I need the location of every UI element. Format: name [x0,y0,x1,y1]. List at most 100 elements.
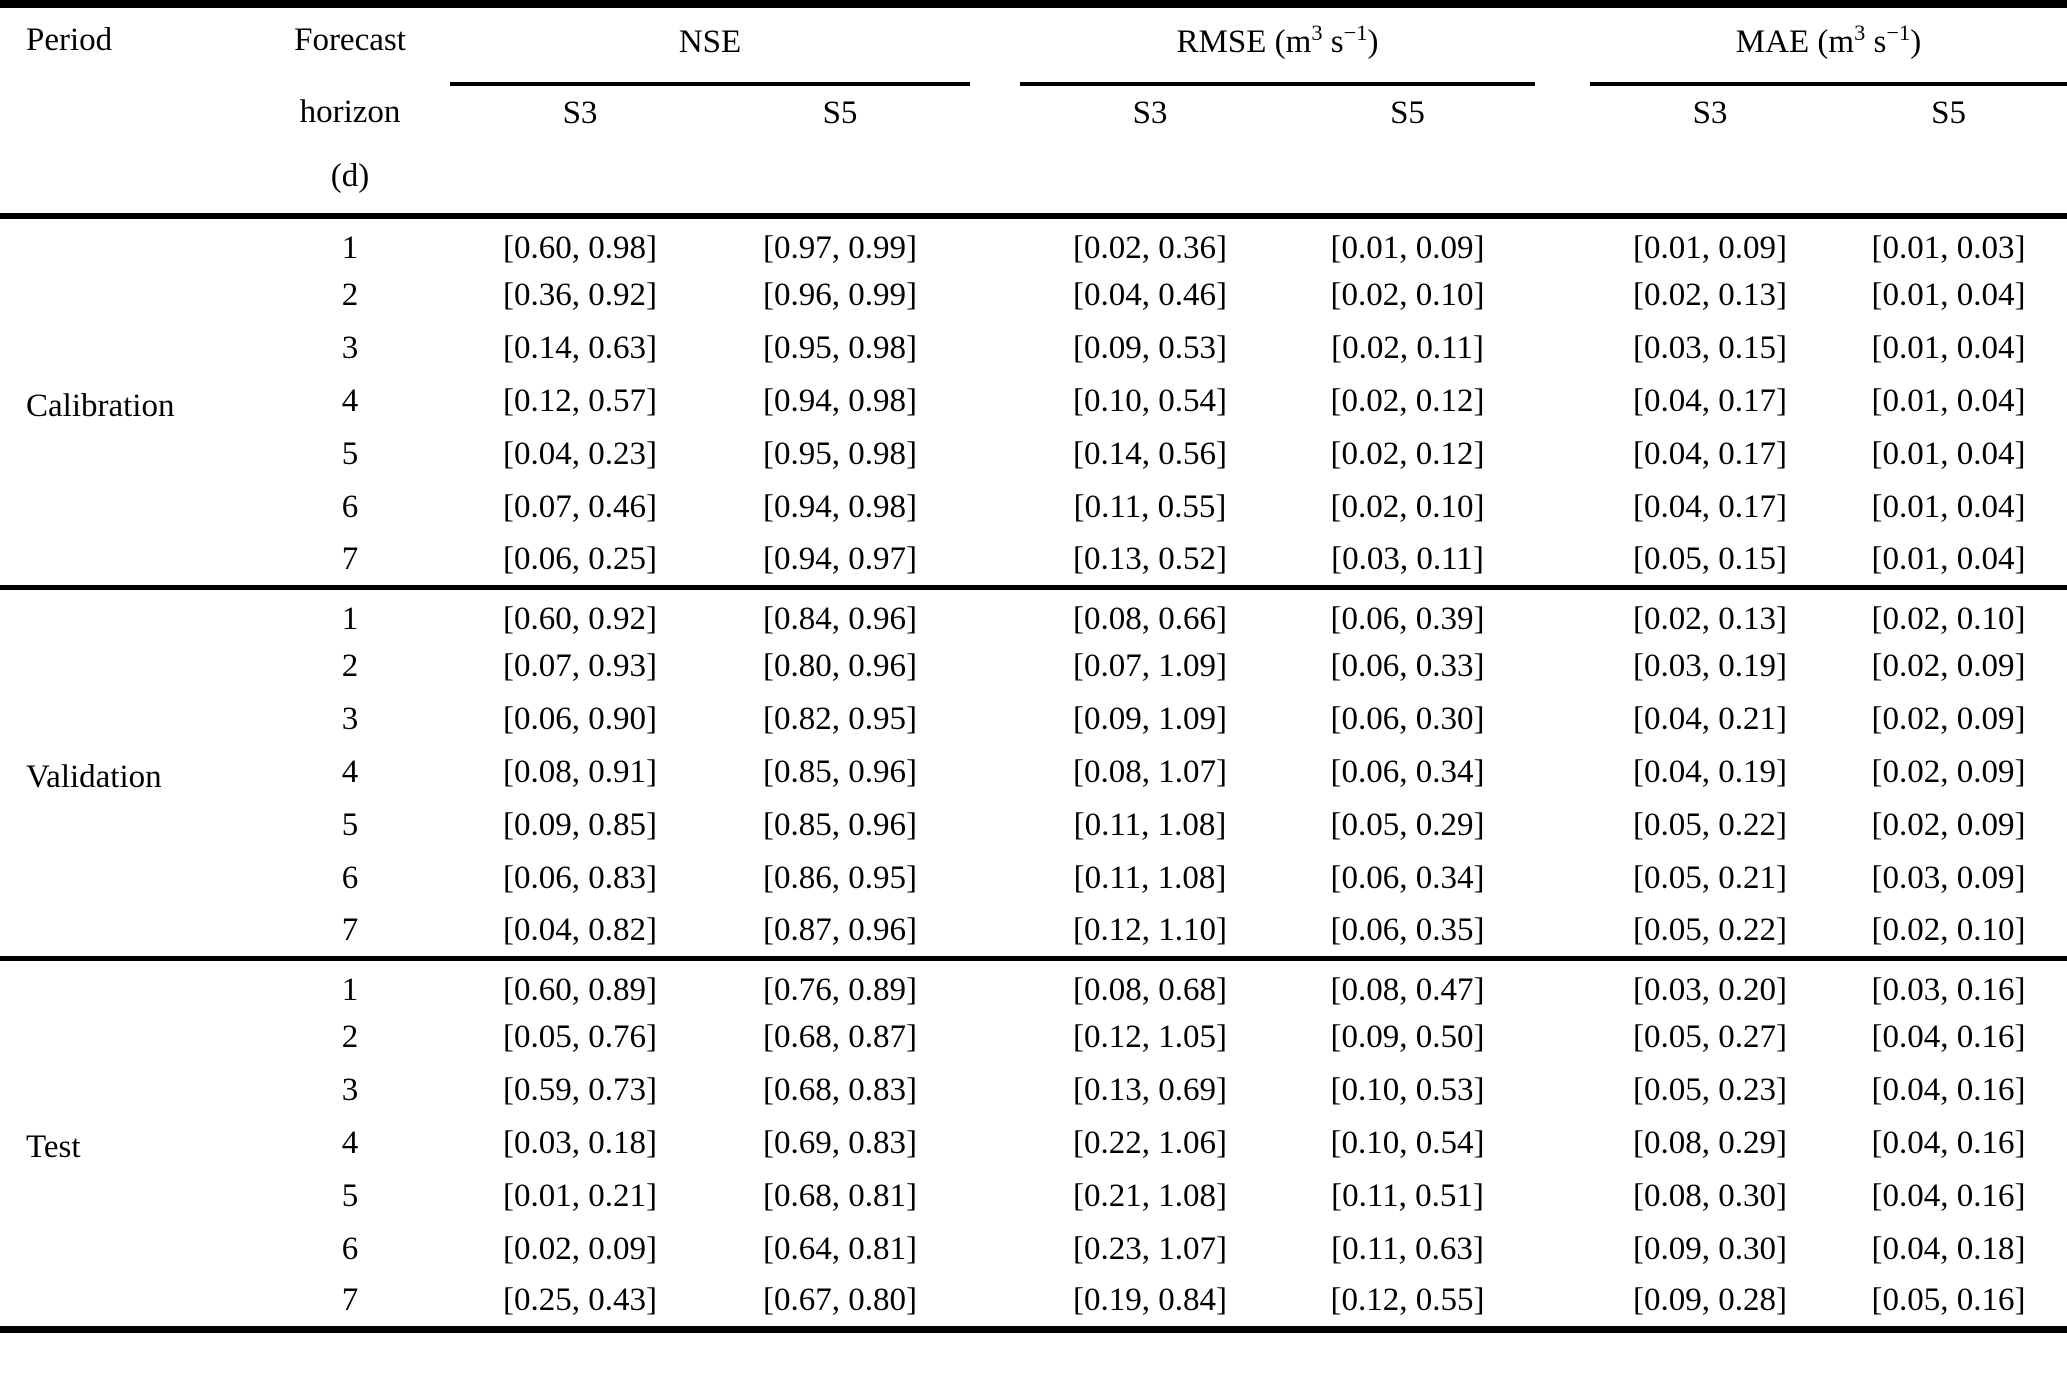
gap-cell [970,481,1020,534]
mae-s3-cell: [0.05, 0.22] [1633,911,1787,948]
mae-s5-cell: [0.02, 0.10] [1871,600,2026,637]
data-row: Calibration 1 [0.60, 0.98] [0.97, 0.99] [0.0… [0,216,2067,424]
nse-s3-cell: [0.04, 0.23] [503,436,657,472]
rmse-s5-cell: [0.05, 0.29] [1330,807,1485,843]
mae-s5-cell: [0.02, 0.09] [1871,754,2026,790]
nse-s3-cell: [0.12, 0.57] [503,383,657,419]
data-row: 3 [0.14, 0.63] [0.95, 0.98] [0.09, 0.53] [0.… [0,322,2067,375]
nse-s3-cell: [0.07, 0.46] [503,489,657,525]
nse-s5-cell: [0.96, 0.99] [763,277,917,313]
gap-cell [970,1064,1020,1117]
horizon-cell: 1 [341,230,359,266]
horizon-cell: 4 [341,754,359,790]
mae-s3-cell: [0.04, 0.17] [1633,489,1787,525]
rmse-s3-cell: [0.04, 0.46] [1073,277,1227,313]
gap-cell [1535,958,1590,1011]
rmse-s5-cell: [0.06, 0.34] [1330,754,1485,790]
mae-s3-cell: [0.04, 0.21] [1633,701,1787,737]
subheader-nse-s5: S5 [822,94,858,131]
horizon-cell: 7 [341,1282,359,1319]
gap-cell [1535,481,1590,534]
rmse-s3-cell: [0.12, 1.05] [1073,1019,1227,1055]
mae-s3-cell: [0.09, 0.30] [1633,1231,1787,1267]
nse-s3-cell: [0.60, 0.98] [503,230,657,266]
horizon-cell: 2 [341,277,359,313]
rmse-s3-cell: [0.07, 1.09] [1073,648,1227,684]
gap-cell [970,1011,1020,1064]
rmse-s3-cell: [0.09, 0.53] [1073,330,1227,366]
mae-s3-cell: [0.09, 0.28] [1633,1282,1787,1319]
group-name-nse: NSE [678,24,742,60]
gap-cell [1535,322,1590,375]
gap-cell [1535,640,1590,693]
rmse-s3-cell: [0.10, 0.54] [1073,383,1227,419]
gap-cell [1535,587,1590,640]
rmse-s3-cell: [0.11, 0.55] [1073,489,1227,525]
nse-s5-cell: [0.94, 0.98] [763,489,917,525]
rmse-s3-cell: [0.02, 0.36] [1073,230,1227,266]
mae-s5-cell: [0.01, 0.04] [1871,436,2026,472]
horizon-cell: 3 [341,1072,359,1108]
data-row: 4 [0.03, 0.18] [0.69, 0.83] [0.22, 1.06] [0.… [0,1117,2067,1170]
group-name-rmse: RMSE [1176,24,1267,60]
gap-cell [1535,534,1590,587]
horizon-cell: 5 [341,1178,359,1214]
rmse-s5-cell: [0.09, 0.50] [1330,1019,1485,1055]
gap-cell [970,958,1020,1011]
rmse-s5-cell: [0.02, 0.11] [1331,330,1484,366]
rmse-s3-cell: [0.22, 1.06] [1073,1125,1227,1161]
horizon-cell: 4 [341,1125,359,1161]
forecast-column-header-line3: (d) [330,158,370,194]
mae-s3-cell: [0.04, 0.19] [1633,754,1787,790]
mae-s5-cell: [0.04, 0.16] [1871,1125,2026,1161]
data-row: 4 [0.12, 0.57] [0.94, 0.98] [0.10, 0.54] [0.… [0,375,2067,428]
nse-s5-cell: [0.76, 0.89] [763,971,917,1008]
mae-s5-cell: [0.02, 0.10] [1871,911,2026,948]
nse-s3-cell: [0.25, 0.43] [503,1282,657,1319]
period-label: Test [26,1129,81,1165]
column-group-rmse: RMSE (m3 s−1) [1020,4,1536,86]
gap-cell [970,1276,1020,1329]
nse-s3-cell: [0.09, 0.85] [503,807,657,843]
rmse-s5-cell: [0.08, 0.47] [1330,971,1485,1008]
mae-s3-cell: [0.03, 0.20] [1633,971,1787,1008]
nse-s5-cell: [0.97, 0.99] [763,230,917,266]
nse-s3-cell: [0.05, 0.76] [503,1019,657,1055]
rmse-s5-cell: [0.10, 0.53] [1330,1072,1485,1108]
nse-s3-cell: [0.59, 0.73] [503,1072,657,1108]
mae-s3-cell: [0.05, 0.27] [1633,1019,1787,1055]
mae-s5-cell: [0.01, 0.04] [1871,489,2026,525]
subheader-mae-s5: S5 [1931,94,1966,131]
horizon-cell: 5 [341,436,359,472]
gap-cell [1535,799,1590,852]
subheader-nse-s3: S3 [562,94,598,131]
nse-s3-cell: [0.60, 0.89] [503,971,657,1008]
mae-s5-cell: [0.01, 0.04] [1871,383,2026,419]
data-row: 2 [0.07, 0.93] [0.80, 0.96] [0.07, 1.09] [0.… [0,640,2067,693]
horizon-cell: 3 [341,330,359,366]
column-group-mae: MAE (m3 s−1) [1590,4,2067,86]
data-row: 7 [0.04, 0.82] [0.87, 0.96] [0.12, 1.10] [0.… [0,905,2067,958]
mae-s5-cell: [0.01, 0.03] [1871,230,2026,266]
horizon-cell: 2 [341,1019,359,1055]
forecast-column-header-line1: Forecast [294,22,406,58]
column-gap [970,4,1020,216]
gap-cell [970,693,1020,746]
empty-header-cell [1830,140,2067,216]
subheader-rmse-s5: S5 [1390,94,1425,131]
gap-cell [1535,693,1590,746]
mae-s3-cell: [0.05, 0.23] [1633,1072,1787,1108]
mae-s3-cell: [0.08, 0.30] [1633,1178,1787,1214]
gap-cell [970,1170,1020,1223]
mae-s3-cell: [0.05, 0.22] [1633,807,1787,843]
gap-cell [970,375,1020,428]
gap-cell [1535,216,1590,269]
nse-s5-cell: [0.85, 0.96] [763,807,917,843]
mae-s5-cell: [0.04, 0.16] [1871,1072,2026,1108]
data-row: 2 [0.05, 0.76] [0.68, 0.87] [0.12, 1.05] [0.… [0,1011,2067,1064]
nse-s3-cell: [0.36, 0.92] [503,277,657,313]
nse-s3-cell: [0.06, 0.90] [503,701,657,737]
nse-s5-cell: [0.95, 0.98] [763,436,917,472]
data-row: Validation 1 [0.60, 0.92] [0.84, 0.96] [0.08… [0,587,2067,795]
gap-cell [1535,905,1590,958]
